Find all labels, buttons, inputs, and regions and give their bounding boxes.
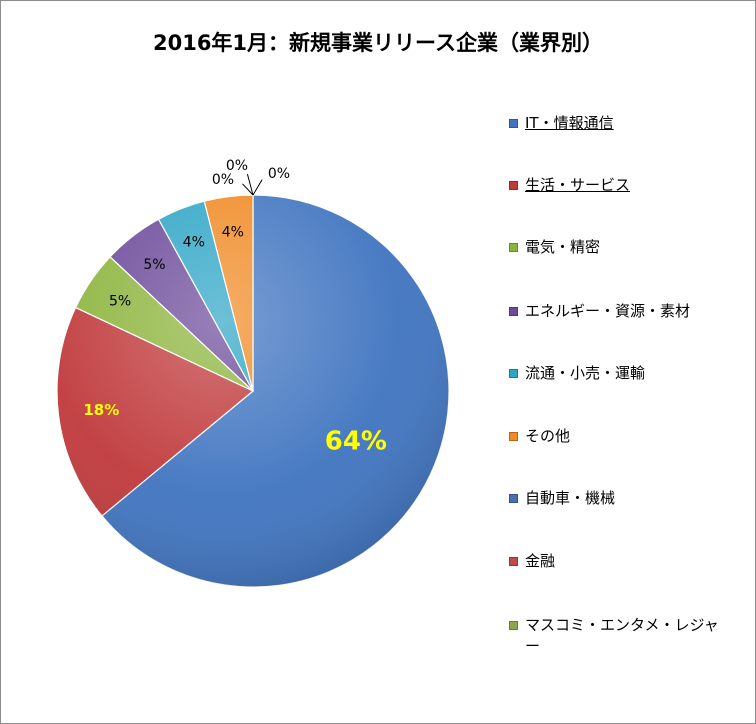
legend-item-3: エネルギー・資源・素材 (509, 301, 749, 322)
legend-item-6: 自動車・機械 (509, 488, 749, 509)
legend-swatch-8 (509, 621, 518, 630)
legend-swatch-6 (509, 494, 518, 503)
legend-swatch-7 (509, 557, 518, 566)
data-label-1: 18% (83, 401, 119, 419)
data-label-4: 4% (183, 235, 205, 251)
legend-label-6: 自動車・機械 (525, 489, 616, 507)
data-label-3: 5% (143, 257, 165, 273)
legend-swatch-1 (509, 181, 518, 190)
legend-label-3: エネルギー・資源・素材 (525, 302, 691, 320)
leader-line-6 (246, 173, 254, 196)
data-label-2: 5% (109, 294, 131, 310)
data-label-5: 4% (222, 225, 244, 241)
data-label-0: 64% (325, 426, 387, 456)
legend-label-7: 金融 (525, 552, 556, 570)
data-label-8: 0% (268, 166, 290, 182)
legend-label-8: マスコミ・エンタメ・レジャー (525, 616, 719, 655)
legend-item-2: 電気・精密 (509, 237, 749, 258)
legend-label-2: 電気・精密 (525, 238, 601, 256)
legend-swatch-4 (509, 369, 518, 378)
legend-label-5: その他 (525, 427, 571, 445)
legend-swatch-5 (509, 432, 518, 441)
legend-label-1: 生活・サービス (525, 176, 631, 194)
data-label-7: 0% (212, 172, 234, 188)
leader-line-7 (242, 183, 254, 196)
legend-swatch-0 (509, 119, 518, 128)
legend-item-1: 生活・サービス (509, 175, 749, 196)
leader-line-8 (252, 179, 263, 196)
chart-title: 2016年1月：新規事業リリース企業（業界別） (152, 31, 603, 55)
data-label-6: 0% (226, 158, 248, 174)
legend-label-4: 流通・小売・運輸 (525, 364, 646, 382)
legend-item-8: マスコミ・エンタメ・レジャー (509, 615, 749, 657)
legend-item-4: 流通・小売・運輸 (509, 363, 749, 384)
legend-item-5: その他 (509, 426, 749, 447)
legend-swatch-2 (509, 243, 518, 252)
legend-item-0: IT・情報通信 (509, 113, 749, 134)
legend-item-7: 金融 (509, 551, 749, 572)
legend-label-0: IT・情報通信 (525, 114, 614, 132)
legend-swatch-3 (509, 307, 518, 316)
